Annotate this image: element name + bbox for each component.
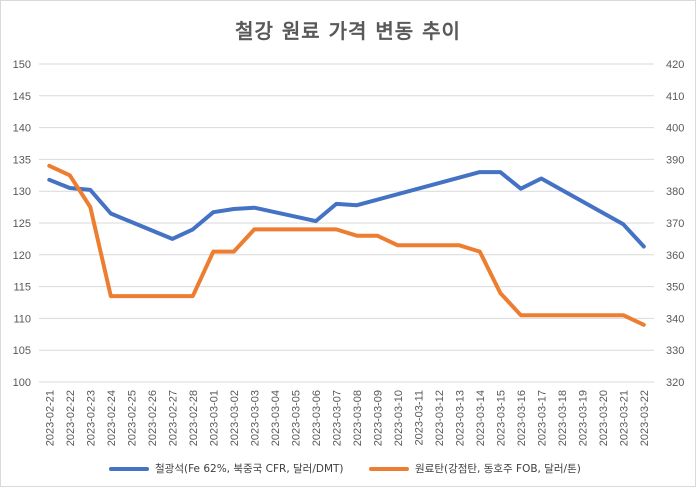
y-right-tick-label: 410 xyxy=(666,91,684,103)
y-left-tick-label: 105 xyxy=(13,345,31,357)
x-tick-label: 2023-03-04 xyxy=(270,390,282,446)
y-right-tick-label: 390 xyxy=(666,154,684,166)
x-tick-label: 2023-03-19 xyxy=(577,390,589,446)
x-tick-label: 2023-03-21 xyxy=(618,390,630,446)
y-left-tick-label: 135 xyxy=(13,154,31,166)
x-tick-label: 2023-03-20 xyxy=(598,390,610,446)
y-left-tick-label: 120 xyxy=(13,250,31,262)
x-tick-label: 2023-03-22 xyxy=(639,390,651,446)
x-tick-label: 2023-03-01 xyxy=(208,390,220,446)
x-tick-label: 2023-03-12 xyxy=(434,390,446,446)
x-tick-label: 2023-03-15 xyxy=(495,390,507,446)
x-tick-label: 2023-03-09 xyxy=(372,390,384,446)
y-left-tick-label: 115 xyxy=(13,282,31,294)
x-tick-label: 2023-02-23 xyxy=(85,390,97,446)
legend-swatch-coking-coal xyxy=(369,466,409,471)
x-tick-label: 2023-02-22 xyxy=(65,390,77,446)
x-tick-label: 2023-03-18 xyxy=(557,390,569,446)
x-tick-label: 2023-02-24 xyxy=(106,390,118,446)
x-tick-label: 2023-03-14 xyxy=(475,390,487,446)
x-tick-label: 2023-03-16 xyxy=(516,390,528,446)
legend-label-coking-coal: 원료탄(강점탄, 동호주 FOB, 달러/톤) xyxy=(415,463,581,475)
y-right-tick-label: 370 xyxy=(666,218,684,230)
y-left-tick-label: 130 xyxy=(13,186,31,198)
y-right-tick-label: 340 xyxy=(666,313,684,325)
x-tick-label: 2023-03-10 xyxy=(393,390,405,446)
chart-title: 철강 원료 가격 변동 추이 xyxy=(235,19,461,43)
x-tick-label: 2023-03-02 xyxy=(229,390,241,446)
x-tick-label: 2023-02-26 xyxy=(147,390,159,446)
series-line-iron-ore xyxy=(47,170,646,249)
y-left-tick-label: 100 xyxy=(13,377,31,389)
legend-item-coking-coal: 원료탄(강점탄, 동호주 FOB, 달러/톤) xyxy=(369,461,581,476)
y-right-tick-label: 320 xyxy=(666,377,684,389)
y-right-tick-label: 420 xyxy=(666,59,684,71)
x-tick-label: 2023-03-13 xyxy=(454,390,466,446)
y-left-tick-label: 110 xyxy=(13,313,31,325)
y-right-tick-label: 380 xyxy=(666,186,684,198)
y-left-tick-label: 125 xyxy=(13,218,31,230)
legend-item-iron-ore: 철광석(Fe 62%, 북중국 CFR, 달러/DMT) xyxy=(109,461,344,476)
x-tick-label: 2023-02-27 xyxy=(167,390,179,446)
series-line-coking-coal xyxy=(47,163,646,327)
y-right-tick-label: 350 xyxy=(666,282,684,294)
x-tick-label: 2023-03-05 xyxy=(290,390,302,446)
y-right-tick-label: 330 xyxy=(666,345,684,357)
legend-label-iron-ore: 철광석(Fe 62%, 북중국 CFR, 달러/DMT) xyxy=(155,463,344,475)
y-right-tick-label: 360 xyxy=(666,250,684,262)
y-left-tick-label: 145 xyxy=(13,91,31,103)
x-tick-label: 2023-02-28 xyxy=(188,390,200,446)
x-tick-label: 2023-03-08 xyxy=(352,390,364,446)
x-tick-label: 2023-03-17 xyxy=(536,390,548,446)
x-tick-label: 2023-02-21 xyxy=(44,390,56,446)
y-right-tick-label: 400 xyxy=(666,123,684,135)
y-left-tick-label: 140 xyxy=(13,123,31,135)
x-tick-label: 2023-03-11 xyxy=(413,390,425,445)
x-tick-label: 2023-03-07 xyxy=(331,390,343,446)
x-tick-label: 2023-03-06 xyxy=(311,390,323,446)
x-tick-label: 2023-03-03 xyxy=(249,390,261,446)
x-tick-label: 2023-02-25 xyxy=(126,390,138,446)
legend-swatch-iron-ore xyxy=(109,466,149,471)
y-left-tick-label: 150 xyxy=(13,59,31,71)
